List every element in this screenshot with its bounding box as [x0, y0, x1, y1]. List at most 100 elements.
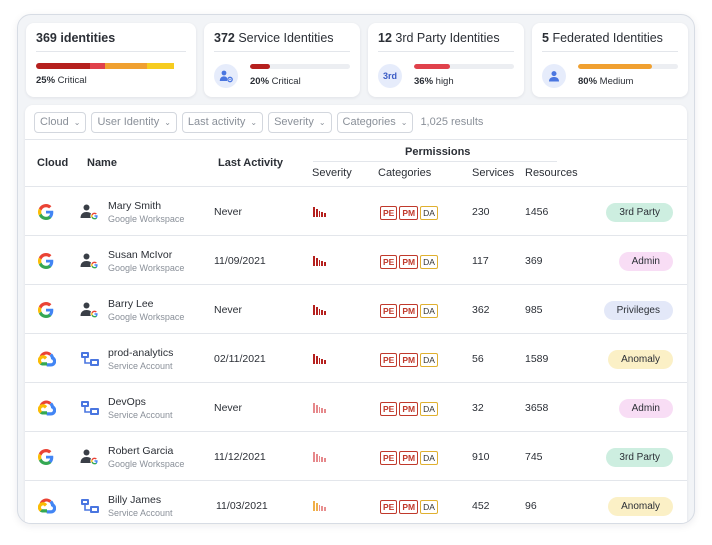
identity-name[interactable]: Robert Garcia — [108, 445, 174, 457]
resources-count: 985 — [525, 304, 543, 316]
resources-count: 96 — [525, 500, 537, 512]
service-caption: 20% Critical — [250, 76, 301, 87]
category-tag: PM — [399, 255, 419, 269]
severity-bar — [324, 311, 326, 315]
third-party-identities-card[interactable]: 12 3rd Party Identities 3rd 36% high — [368, 23, 524, 97]
table-row[interactable]: DevOps Service Account Never PE PM DA 32 3658 Ad… — [25, 383, 687, 432]
identity-name[interactable]: prod-analytics — [108, 347, 174, 359]
status-badge: 3rd Party — [606, 203, 673, 222]
severity-bar — [321, 408, 324, 413]
severity-bar — [321, 212, 324, 217]
identities-table-panel: Cloud ⌄ User Identity ⌄ Last activity ⌄ Sev… — [25, 105, 687, 523]
identities-card[interactable]: 369 identities 25% Critical — [26, 23, 196, 97]
identity-name[interactable]: Billy James — [108, 494, 162, 506]
severity-bar — [313, 452, 315, 462]
identity-source: Service Account — [108, 410, 173, 420]
service-identities-card[interactable]: 372 Service Identities 20% Critical — [204, 23, 360, 97]
table-row[interactable]: Robert Garcia Google Workspace 11/12/2021 P… — [25, 432, 687, 481]
severity-segment — [90, 63, 105, 69]
severity-segment — [36, 63, 90, 69]
services-count: 56 — [472, 353, 484, 365]
google-cloud-icon — [37, 498, 57, 514]
severity-bars-icon — [313, 452, 327, 462]
google-user-icon — [80, 448, 100, 466]
category-tag: PE — [380, 451, 398, 465]
status-badge: Admin — [618, 399, 673, 418]
user-gear-icon — [214, 64, 238, 88]
category-tags: PE PM DA — [380, 451, 440, 465]
google-cloud-icon — [37, 351, 57, 367]
category-tag: PM — [399, 304, 419, 318]
header-divider — [25, 186, 687, 187]
severity-bar — [318, 260, 321, 266]
identity-name[interactable]: Susan McIvor — [108, 249, 173, 261]
resources-count: 1456 — [525, 206, 549, 218]
category-tag: PM — [399, 451, 419, 465]
severity-bar — [313, 207, 315, 217]
severity-bar — [318, 309, 321, 315]
service-account-icon — [80, 399, 100, 417]
category-tag: PE — [380, 255, 398, 269]
category-tag: DA — [420, 500, 438, 514]
col-severity[interactable]: Severity — [312, 167, 352, 179]
severity-bar — [324, 360, 326, 364]
services-count: 362 — [472, 304, 490, 316]
table-row[interactable]: Susan McIvor Google Workspace 11/09/2021 PE… — [25, 236, 687, 285]
category-tag: PE — [380, 353, 398, 367]
filter-user-identity[interactable]: User Identity ⌄ — [91, 111, 177, 133]
identity-source: Google Workspace — [108, 214, 185, 224]
severity-bar — [313, 256, 315, 266]
table-row[interactable]: Mary Smith Google Workspace Never PE PM DA 230… — [25, 187, 687, 236]
third-party-progress-fill — [414, 64, 450, 69]
severity-bar — [313, 501, 315, 511]
service-progress-fill — [250, 64, 270, 69]
filter-severity[interactable]: Severity ⌄ — [268, 111, 332, 133]
col-permissions: Permissions — [405, 146, 471, 158]
col-cloud[interactable]: Cloud — [37, 157, 69, 169]
google-user-icon — [80, 301, 100, 319]
chevron-down-icon: ⌄ — [73, 117, 81, 127]
filter-categories[interactable]: Categories ⌄ — [336, 111, 414, 133]
google-icon — [38, 253, 56, 269]
last-activity: 02/11/2021 — [214, 353, 266, 365]
col-name[interactable]: Name — [87, 157, 117, 169]
category-tag: PM — [399, 500, 419, 514]
category-tag: DA — [420, 304, 438, 318]
card-divider — [378, 51, 514, 52]
status-badge: Admin — [618, 252, 673, 271]
col-services[interactable]: Services — [472, 167, 515, 179]
federated-identities-card[interactable]: 5 Federated Identities 80% Medium — [532, 23, 688, 97]
identity-name[interactable]: Mary Smith — [108, 200, 162, 212]
third-party-caption: 36% high — [414, 76, 454, 87]
service-account-icon — [80, 350, 100, 368]
federated-progress-bar — [578, 64, 678, 69]
chevron-down-icon: ⌄ — [250, 117, 258, 127]
table-row[interactable]: prod-analytics Service Account 02/11/2021 P… — [25, 334, 687, 383]
identity-source: Service Account — [108, 361, 173, 371]
category-tag: PE — [380, 304, 398, 318]
category-tags: PE PM DA — [380, 402, 440, 416]
col-categories[interactable]: Categories — [378, 167, 432, 179]
severity-bars-icon — [313, 207, 327, 217]
services-count: 32 — [472, 402, 484, 414]
identity-name[interactable]: Barry Lee — [108, 298, 154, 310]
third-party-card-title: 12 3rd Party Identities — [378, 31, 500, 45]
severity-bar — [318, 211, 321, 217]
col-resources[interactable]: Resources — [525, 167, 578, 179]
table-row[interactable]: Billy James Service Account 11/03/2021 PE PM… — [25, 481, 687, 523]
severity-bar — [315, 503, 318, 511]
identities-severity-bar — [36, 63, 186, 69]
filter-cloud[interactable]: Cloud ⌄ — [34, 111, 87, 133]
table-row[interactable]: Barry Lee Google Workspace Never PE PM DA 362 9… — [25, 285, 687, 334]
category-tags: PE PM DA — [380, 500, 440, 514]
last-activity: 11/03/2021 — [216, 500, 268, 512]
filter-last-activity[interactable]: Last activity ⌄ — [181, 111, 264, 133]
status-badge: Anomaly — [608, 350, 673, 369]
services-count: 910 — [472, 451, 490, 463]
col-last-activity[interactable]: Last Activity — [218, 157, 284, 169]
card-divider — [214, 51, 350, 52]
service-card-title: 372 Service Identities — [214, 31, 334, 45]
category-tag: PE — [380, 500, 398, 514]
identity-name[interactable]: DevOps — [108, 396, 146, 408]
resources-count: 745 — [525, 451, 543, 463]
